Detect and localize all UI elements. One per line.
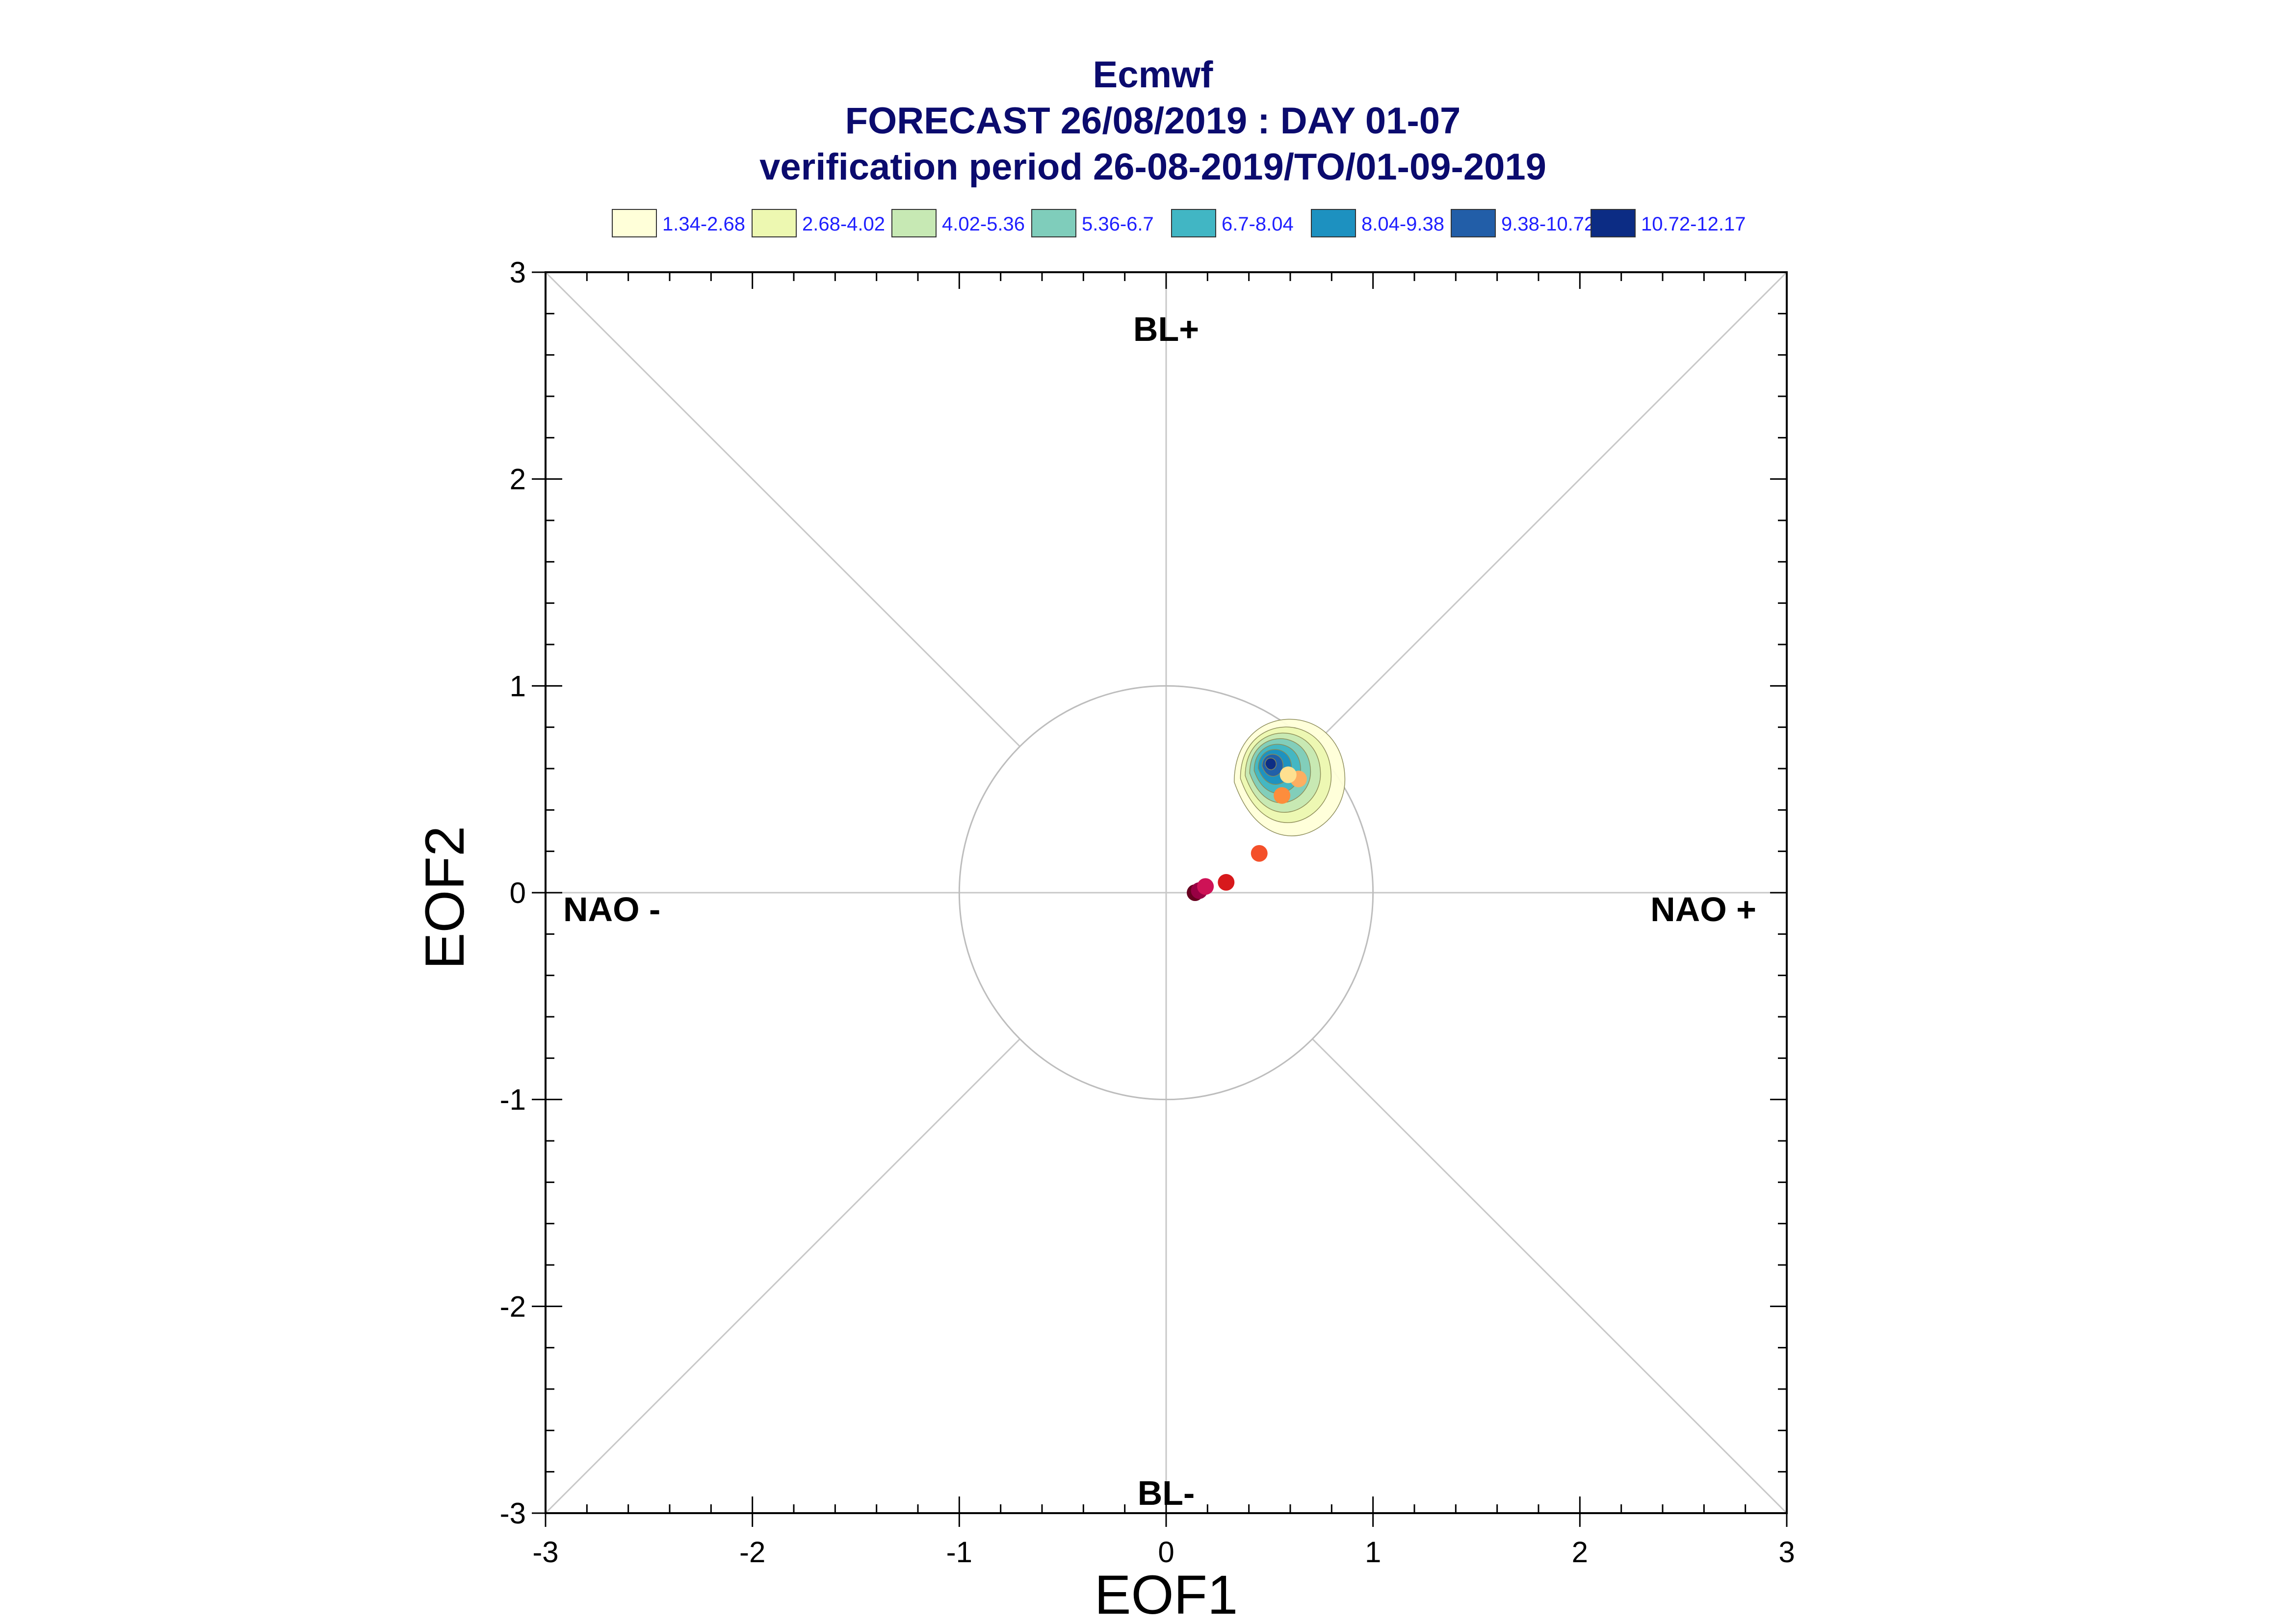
y-tick-label: 2 xyxy=(510,463,526,496)
legend-swatch xyxy=(1171,209,1216,237)
chart-title: Ecmwf xyxy=(1093,54,1214,96)
legend-label: 4.02-5.36 xyxy=(942,213,1025,235)
x-tick-label: -1 xyxy=(946,1536,972,1569)
region-label-bl-plus: BL+ xyxy=(1133,310,1199,348)
x-tick-label: 0 xyxy=(1158,1536,1174,1569)
legend-label: 5.36-6.7 xyxy=(1082,213,1154,235)
chart-subtitle-forecast: FORECAST 26/08/2019 : DAY 01-07 xyxy=(845,100,1461,142)
legend-swatch xyxy=(1591,209,1636,237)
region-label-nao-plus: NAO + xyxy=(1650,890,1756,928)
y-tick-label: 3 xyxy=(510,256,526,289)
unit-circle xyxy=(958,685,1374,1101)
legend-label: 2.68-4.02 xyxy=(802,213,885,235)
x-tick-label: 3 xyxy=(1778,1536,1795,1569)
legend-swatch xyxy=(612,209,657,237)
legend-label: 9.38-10.72 xyxy=(1501,213,1595,235)
trajectory-point xyxy=(1251,845,1268,862)
diagonal-line xyxy=(1312,1038,1788,1514)
legend-swatch xyxy=(891,209,937,237)
legend-label: 8.04-9.38 xyxy=(1361,213,1444,235)
x-tick-label: -2 xyxy=(739,1536,765,1569)
diagonal-line xyxy=(545,271,1020,747)
region-label-nao-minus: NAO - xyxy=(563,890,660,928)
diagonal-line xyxy=(545,1038,1020,1514)
x-tick-label: 2 xyxy=(1572,1536,1588,1569)
y-tick-label: -2 xyxy=(500,1290,526,1323)
chart-subtitle-period: verification period 26-08-2019/TO/01-09-… xyxy=(759,146,1546,188)
legend-swatch xyxy=(1311,209,1356,237)
y-axis-title: EOF2 xyxy=(414,826,475,970)
diagonal-line xyxy=(1312,271,1788,747)
trajectory-point xyxy=(1218,874,1235,891)
legend-label: 1.34-2.68 xyxy=(662,213,745,235)
x-tick-label: -3 xyxy=(532,1536,558,1569)
legend-swatch xyxy=(1451,209,1496,237)
legend-label: 10.72-12.17 xyxy=(1641,213,1746,235)
density-legend: 1.34-2.68 2.68-4.02 4.02-5.36 5.36-6.7 6.7-8… xyxy=(612,209,1746,237)
region-label-bl-minus: BL- xyxy=(1138,1474,1195,1512)
trajectory-point xyxy=(1279,766,1297,783)
density-contour xyxy=(1265,757,1277,770)
y-tick-label: -3 xyxy=(500,1497,526,1530)
y-tick-label: -1 xyxy=(500,1083,526,1116)
plot-area: -3 -2 -1 0 1 2 3 -3 -2 -1 0 1 2 3 xyxy=(500,256,1795,1569)
y-tick-label: 1 xyxy=(510,670,526,702)
legend-swatch xyxy=(752,209,797,237)
x-axis-title: EOF1 xyxy=(1095,1564,1238,1624)
x-tick-label: 1 xyxy=(1365,1536,1381,1569)
legend-label: 6.7-8.04 xyxy=(1222,213,1294,235)
y-tick-label: 0 xyxy=(510,876,526,909)
trajectory-point xyxy=(1274,787,1291,804)
legend-swatch xyxy=(1031,209,1076,237)
trajectory-point xyxy=(1197,878,1214,895)
